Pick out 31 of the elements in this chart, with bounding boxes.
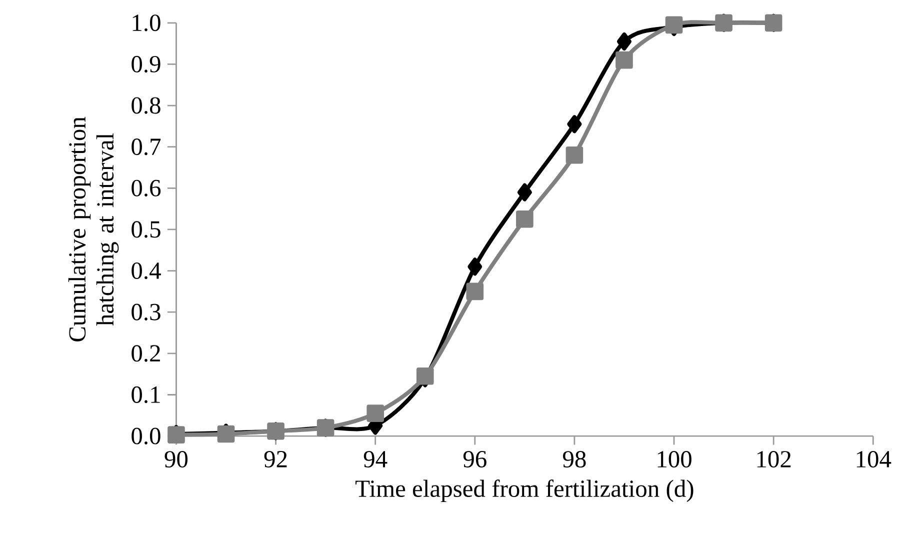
point (468, 258, 482, 276)
y-tick-label: 1.0 (132, 14, 160, 32)
y-tick-label: 0.1 (132, 386, 160, 404)
x-tick-label: 102 (757, 450, 791, 468)
y-tick-label: 0.2 (132, 345, 160, 362)
y-tick-label: 0.7 (132, 138, 161, 156)
y-tick-label: 0.0 (132, 428, 160, 444)
y-tick-label: 0.5 (132, 221, 160, 238)
point (567, 115, 582, 134)
x-tick-label: 98 (563, 450, 586, 468)
y-axis-title: Cumulative proportion hatching at interval (68, 116, 119, 342)
x-tick-label: 90 (164, 450, 188, 468)
point (366, 404, 384, 422)
point (616, 32, 632, 50)
point (516, 210, 534, 228)
y-tick-label: 0.6 (132, 180, 161, 196)
point (466, 282, 484, 300)
x-axis-title: Time elapsed from fertilization (d) (356, 479, 694, 502)
x-tick-label: 92 (264, 450, 287, 468)
x-tick-label: 100 (658, 450, 692, 468)
point (616, 51, 633, 69)
x-tick-label: 104 (856, 450, 892, 468)
y-tick-label: 0.3 (132, 304, 160, 320)
point (566, 146, 584, 164)
y-tick-label: 0.4 (132, 262, 161, 280)
x-tick-label: 96 (463, 450, 486, 468)
point (517, 183, 532, 202)
x-tick-label: 94 (364, 450, 388, 468)
y-tick-label: 0.9 (132, 56, 160, 72)
point (416, 367, 434, 385)
y-tick-label: 0.8 (132, 97, 160, 114)
